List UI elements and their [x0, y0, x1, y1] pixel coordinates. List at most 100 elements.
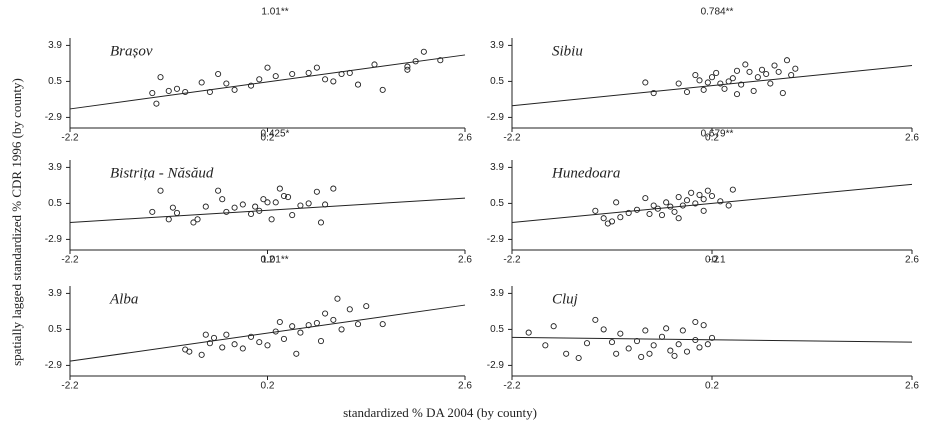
- point: [704, 79, 711, 86]
- panel-title: Brașov: [110, 43, 153, 59]
- point: [721, 85, 728, 92]
- point: [313, 320, 320, 327]
- point: [317, 338, 325, 345]
- point: [285, 194, 292, 201]
- point: [650, 202, 657, 209]
- point: [289, 323, 296, 330]
- point: [592, 207, 599, 214]
- point: [638, 353, 645, 360]
- point: [379, 321, 386, 328]
- point: [658, 212, 666, 219]
- point: [322, 310, 329, 317]
- point: [642, 79, 649, 86]
- point: [260, 196, 267, 203]
- point: [198, 79, 205, 86]
- point: [729, 186, 736, 193]
- fit-line: [511, 336, 913, 343]
- point: [264, 64, 271, 71]
- y-tick-label: -2.9: [45, 112, 63, 123]
- point: [667, 203, 674, 210]
- x-tick-label: 2.6: [458, 133, 472, 144]
- point: [733, 67, 741, 74]
- fit-line: [69, 304, 466, 362]
- point: [215, 70, 222, 78]
- point: [542, 342, 549, 349]
- x-tick-label: 0.2: [261, 381, 275, 392]
- point: [617, 330, 624, 337]
- point: [642, 195, 649, 202]
- x-tick-label: 0.2: [705, 381, 719, 392]
- point: [608, 218, 616, 225]
- point: [219, 344, 226, 351]
- point: [717, 80, 724, 87]
- point: [169, 204, 176, 211]
- point: [775, 68, 782, 75]
- point: [297, 329, 304, 336]
- point: [420, 48, 427, 55]
- y-tick-label: -2.9: [487, 112, 505, 123]
- x-tick-label: -2.2: [503, 381, 521, 392]
- point: [330, 316, 337, 323]
- point: [671, 352, 678, 359]
- point: [692, 72, 699, 79]
- point: [317, 219, 325, 226]
- point: [354, 321, 362, 328]
- y-tick-label: 0.5: [490, 76, 504, 87]
- point: [788, 72, 795, 79]
- point: [717, 198, 724, 205]
- point: [663, 325, 670, 332]
- point: [223, 80, 230, 87]
- y-tick-label: -2.9: [487, 234, 505, 245]
- point: [771, 62, 778, 69]
- point: [173, 209, 181, 216]
- y-tick-label: 3.9: [48, 162, 62, 173]
- point: [675, 194, 682, 201]
- y-axis-label: spatially lagged standardized % CDR 1996…: [9, 78, 24, 366]
- y-tick-label: 3.9: [490, 162, 504, 173]
- point: [354, 81, 362, 88]
- point: [708, 334, 716, 341]
- point: [206, 340, 213, 347]
- y-tick-label: -2.9: [45, 360, 63, 371]
- point: [223, 331, 230, 338]
- point: [725, 202, 732, 209]
- y-tick-label: 3.9: [48, 288, 62, 299]
- panel-title: Bistrița - Năsăud: [110, 165, 214, 181]
- point: [247, 82, 255, 89]
- point: [404, 63, 411, 70]
- panel-title: Sibiu: [552, 43, 583, 59]
- point: [157, 187, 164, 194]
- annotation: -0.1: [708, 255, 726, 266]
- point: [675, 341, 682, 348]
- point: [625, 209, 632, 216]
- point: [371, 61, 378, 68]
- point: [696, 191, 703, 198]
- point: [313, 64, 320, 71]
- point: [688, 189, 695, 196]
- point: [563, 350, 570, 357]
- point: [779, 90, 786, 97]
- point: [683, 197, 691, 204]
- point: [334, 295, 341, 302]
- y-tick-label: 3.9: [48, 40, 62, 51]
- point: [679, 327, 686, 334]
- x-tick-label: -2.2: [61, 255, 79, 266]
- point: [153, 100, 160, 107]
- point: [704, 187, 711, 194]
- y-tick-label: -2.9: [487, 360, 505, 371]
- point: [746, 68, 753, 75]
- point: [165, 216, 172, 223]
- x-tick-label: 0.2: [261, 133, 275, 144]
- point: [289, 70, 296, 78]
- point: [330, 185, 337, 192]
- x-tick-label: -2.2: [61, 381, 79, 392]
- point: [165, 87, 172, 94]
- point: [583, 340, 591, 347]
- point: [738, 81, 745, 88]
- fit-line: [69, 197, 466, 223]
- x-tick-label: 0.2: [261, 255, 275, 266]
- point: [231, 341, 238, 348]
- point: [667, 347, 674, 354]
- x-tick-label: 0.2: [705, 255, 719, 266]
- x-tick-label: 2.6: [458, 255, 472, 266]
